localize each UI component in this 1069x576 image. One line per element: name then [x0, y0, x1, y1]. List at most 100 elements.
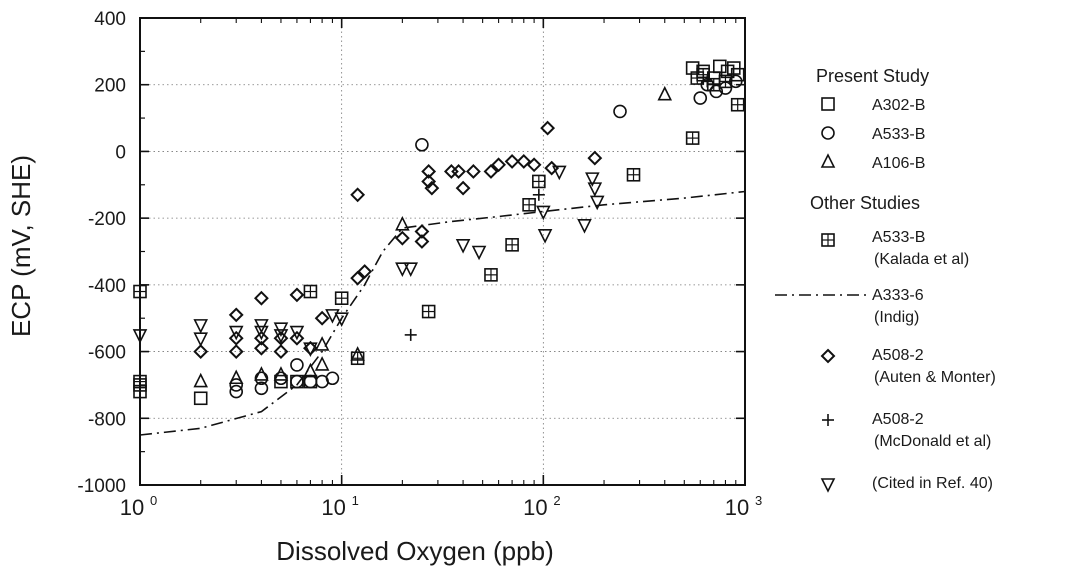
- marker-triangle: [820, 153, 836, 168]
- marker-down-triangle: [228, 325, 244, 341]
- data-point: [713, 59, 727, 74]
- marker-down-triangle: [537, 229, 553, 244]
- data-point: [585, 172, 600, 187]
- data-point: [404, 328, 417, 341]
- marker-down-triangle: [254, 325, 269, 341]
- data-point: [516, 154, 532, 169]
- marker-down-triangle: [552, 165, 567, 181]
- data-point: [274, 374, 288, 389]
- marker-down-triangle: [193, 319, 209, 334]
- data-point: [589, 195, 605, 211]
- marker-diamond: [421, 164, 437, 179]
- data-point: [254, 290, 269, 306]
- x-tick-label: 10: [523, 495, 547, 520]
- grid: [139, 17, 746, 486]
- data-point: [414, 224, 430, 239]
- marker-diamond: [504, 154, 520, 169]
- marker-diamond: [193, 344, 209, 359]
- data-point: [314, 356, 330, 371]
- marker-triangle: [273, 366, 289, 381]
- data-point: [505, 238, 519, 252]
- marker-down-triangle: [577, 219, 592, 234]
- x-tick-exponent: 1: [352, 493, 359, 508]
- data-point: [424, 180, 440, 196]
- legend-label: A508-2: [872, 347, 924, 364]
- data-point: [289, 330, 305, 346]
- data-point: [491, 157, 507, 173]
- data-point: [626, 167, 641, 182]
- data-point: [228, 325, 244, 341]
- data-point: [552, 165, 567, 181]
- marker-diamond: [254, 330, 269, 346]
- marker-triangle: [314, 336, 330, 351]
- data-point: [532, 174, 546, 189]
- data-point: [314, 336, 330, 351]
- marker-diamond: [414, 224, 430, 239]
- data-point: [290, 374, 304, 389]
- marker-down-triangle: [334, 312, 349, 328]
- legend-label: (Indig): [874, 309, 919, 326]
- marker-diamond: [394, 230, 410, 246]
- marker-circle: [290, 374, 304, 389]
- data-point: [357, 264, 373, 279]
- plot-border: [139, 17, 746, 486]
- y-tick-label: 400: [94, 9, 126, 30]
- marker-diamond: [465, 164, 481, 179]
- data-point: [229, 378, 244, 392]
- data-point: [415, 137, 429, 152]
- legend-label: A508-2: [872, 411, 924, 428]
- data-point: [273, 344, 289, 359]
- series-3: [133, 67, 745, 389]
- marker-circle: [254, 381, 269, 396]
- data-point: [587, 182, 603, 197]
- data-point: [254, 330, 269, 346]
- legend-header-other: Other Studies: [810, 193, 920, 213]
- legend-swatch: [821, 126, 835, 140]
- marker-diamond: [483, 164, 499, 179]
- marker-diamond: [455, 180, 471, 196]
- legend-label: (McDonald et al): [874, 433, 991, 450]
- legend-swatch: [820, 478, 836, 493]
- marker-down-triangle: [325, 309, 340, 324]
- y-tick-label: -400: [88, 276, 126, 297]
- marker-diamond: [491, 157, 507, 173]
- data-point: [471, 245, 487, 261]
- marker-square: [193, 391, 208, 406]
- marker-diamond: [526, 157, 542, 173]
- data-point: [421, 164, 437, 179]
- data-point: [325, 371, 340, 386]
- marker-triangle: [657, 85, 673, 101]
- marker-circle: [613, 104, 627, 119]
- data-point: [289, 287, 305, 303]
- legend-label: A533-B: [872, 229, 925, 246]
- marker-triangle: [228, 369, 244, 385]
- marker-circle: [693, 91, 708, 105]
- data-point: [718, 74, 733, 89]
- axis-ticks: -1000 -800 -600 -400 -200 0 200 400 10 0 10 1 10 2 10 3: [77, 9, 762, 520]
- data-point: [133, 284, 147, 299]
- data-point: [290, 358, 304, 372]
- data-point: [730, 97, 745, 112]
- data-point: [229, 384, 244, 399]
- x-axis-title: Dissolved Oxygen (ppb): [276, 536, 553, 566]
- marker-diamond: [254, 290, 269, 306]
- data-point: [303, 374, 318, 389]
- marker-triangle: [395, 216, 410, 231]
- data-point: [228, 369, 244, 385]
- data-point: [394, 230, 410, 246]
- data-point: [455, 239, 471, 254]
- marker-square: [274, 374, 288, 389]
- marker-diamond: [451, 164, 467, 179]
- data-point: [132, 329, 148, 344]
- marker-down-triangle: [455, 239, 471, 254]
- data-point: [421, 304, 436, 319]
- data-point: [451, 164, 467, 179]
- legend-swatch: [820, 348, 836, 364]
- marker-diamond: [540, 120, 556, 136]
- x-tick-exponent: 0: [150, 493, 157, 508]
- x-tick-label: 10: [120, 495, 144, 520]
- marker-down-triangle: [587, 182, 603, 197]
- marker-diamond: [289, 330, 305, 346]
- data-point: [254, 366, 269, 381]
- marker-circle: [290, 358, 304, 372]
